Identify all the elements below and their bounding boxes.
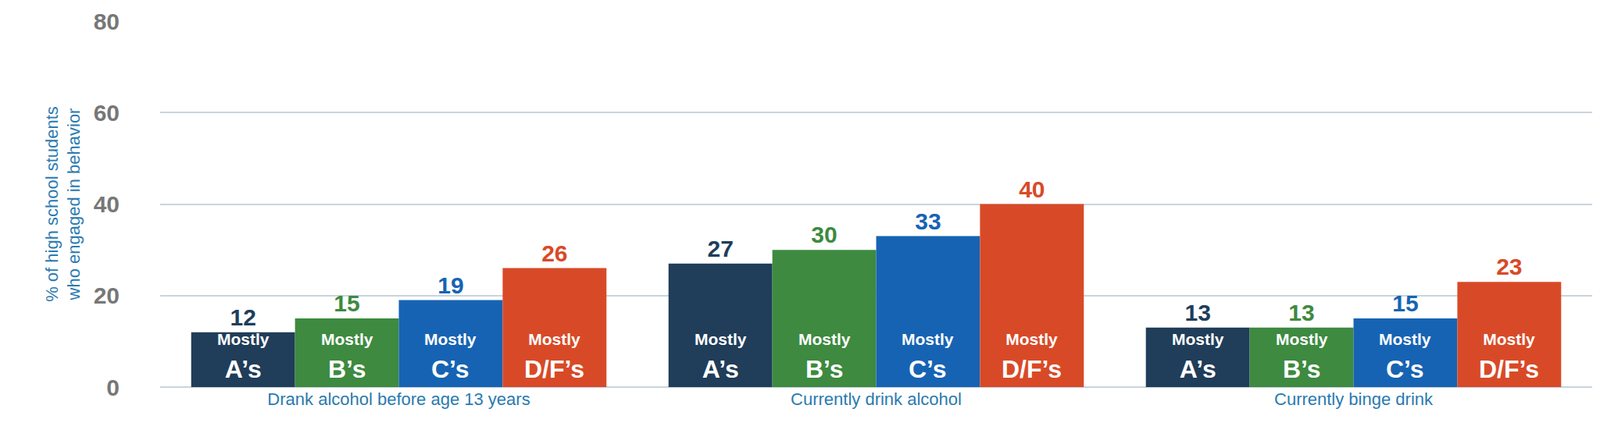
svg-text:Currently drink alcohol: Currently drink alcohol	[790, 389, 962, 410]
svg-text:MostlyB’s: MostlyB’s	[1275, 330, 1329, 384]
svg-text:60: 60	[93, 100, 120, 126]
svg-text:40: 40	[93, 191, 120, 218]
svg-text:Currently binge drink: Currently binge drink	[1274, 389, 1434, 410]
svg-text:30: 30	[810, 221, 837, 248]
svg-text:MostlyC’s: MostlyC’s	[424, 330, 477, 384]
svg-text:MostlyA’s: MostlyA’s	[1171, 330, 1225, 384]
svg-text:Drank alcohol before age 13 ye: Drank alcohol before age 13 years	[267, 389, 530, 410]
svg-text:40: 40	[1018, 176, 1045, 203]
svg-text:0: 0	[106, 375, 120, 401]
svg-text:% of high school studentswho e: % of high school studentswho engaged in …	[42, 106, 85, 303]
svg-text:MostlyB’s: MostlyB’s	[798, 330, 851, 384]
svg-text:26: 26	[541, 240, 568, 267]
svg-text:MostlyA’s: MostlyA’s	[694, 330, 747, 384]
svg-text:15: 15	[1392, 290, 1418, 317]
svg-text:15: 15	[333, 290, 360, 317]
svg-text:MostlyB’s: MostlyB’s	[321, 330, 374, 384]
svg-text:MostlyC’s: MostlyC’s	[901, 330, 954, 384]
svg-text:12: 12	[229, 304, 256, 331]
svg-text:13: 13	[1288, 300, 1315, 326]
svg-text:MostlyA’s: MostlyA’s	[217, 330, 270, 384]
svg-text:MostlyD/F’s: MostlyD/F’s	[524, 330, 585, 384]
svg-text:19: 19	[437, 272, 464, 299]
svg-text:13: 13	[1184, 300, 1211, 326]
svg-text:27: 27	[707, 235, 733, 262]
svg-text:23: 23	[1496, 253, 1522, 280]
svg-text:MostlyC’s: MostlyC’s	[1378, 330, 1432, 384]
svg-text:MostlyD/F’s: MostlyD/F’s	[1478, 330, 1540, 384]
svg-text:MostlyD/F’s: MostlyD/F’s	[1001, 330, 1062, 384]
svg-text:20: 20	[93, 282, 120, 309]
svg-text:80: 80	[93, 8, 120, 35]
svg-text:33: 33	[914, 208, 941, 235]
